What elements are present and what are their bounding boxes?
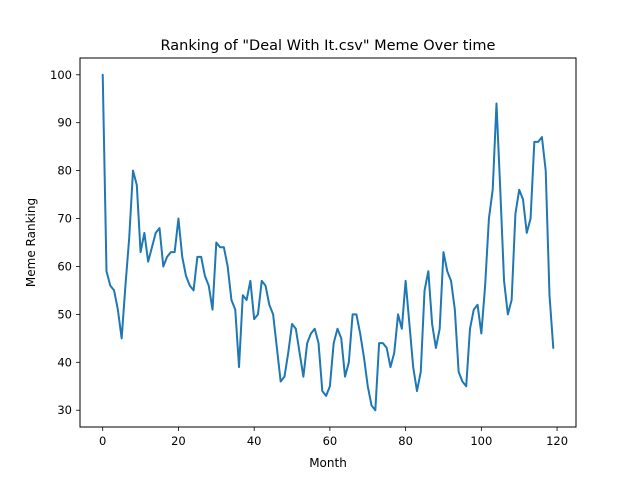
y-tick-label: 90 bbox=[57, 116, 72, 130]
series-line bbox=[101, 73, 555, 412]
y-tick-label: 40 bbox=[57, 355, 72, 369]
chart-title: Ranking of "Deal With It.csv" Meme Over … bbox=[161, 38, 496, 54]
x-axis-ticks: 0 20 40 60 80 100 120 bbox=[99, 427, 568, 448]
y-tick-label: 100 bbox=[50, 68, 72, 82]
x-tick-label: 20 bbox=[171, 434, 186, 448]
x-tick-label: 60 bbox=[323, 434, 338, 448]
plot-area-frame bbox=[79, 57, 577, 428]
y-axis-label: Meme Ranking bbox=[24, 198, 38, 287]
y-tick-label: 60 bbox=[57, 259, 72, 273]
y-tick-label: 70 bbox=[57, 212, 72, 226]
x-tick-label: 80 bbox=[398, 434, 413, 448]
x-tick-label: 100 bbox=[470, 434, 492, 448]
x-axis-label: Month bbox=[309, 456, 347, 470]
y-axis-ticks: 30 40 50 60 70 80 90 100 bbox=[50, 68, 80, 417]
y-tick-label: 50 bbox=[57, 307, 72, 321]
x-tick-label: 120 bbox=[546, 434, 568, 448]
y-tick-label: 80 bbox=[57, 164, 72, 178]
x-tick-label: 0 bbox=[99, 434, 106, 448]
y-tick-label: 30 bbox=[57, 403, 72, 417]
x-tick-label: 40 bbox=[247, 434, 262, 448]
